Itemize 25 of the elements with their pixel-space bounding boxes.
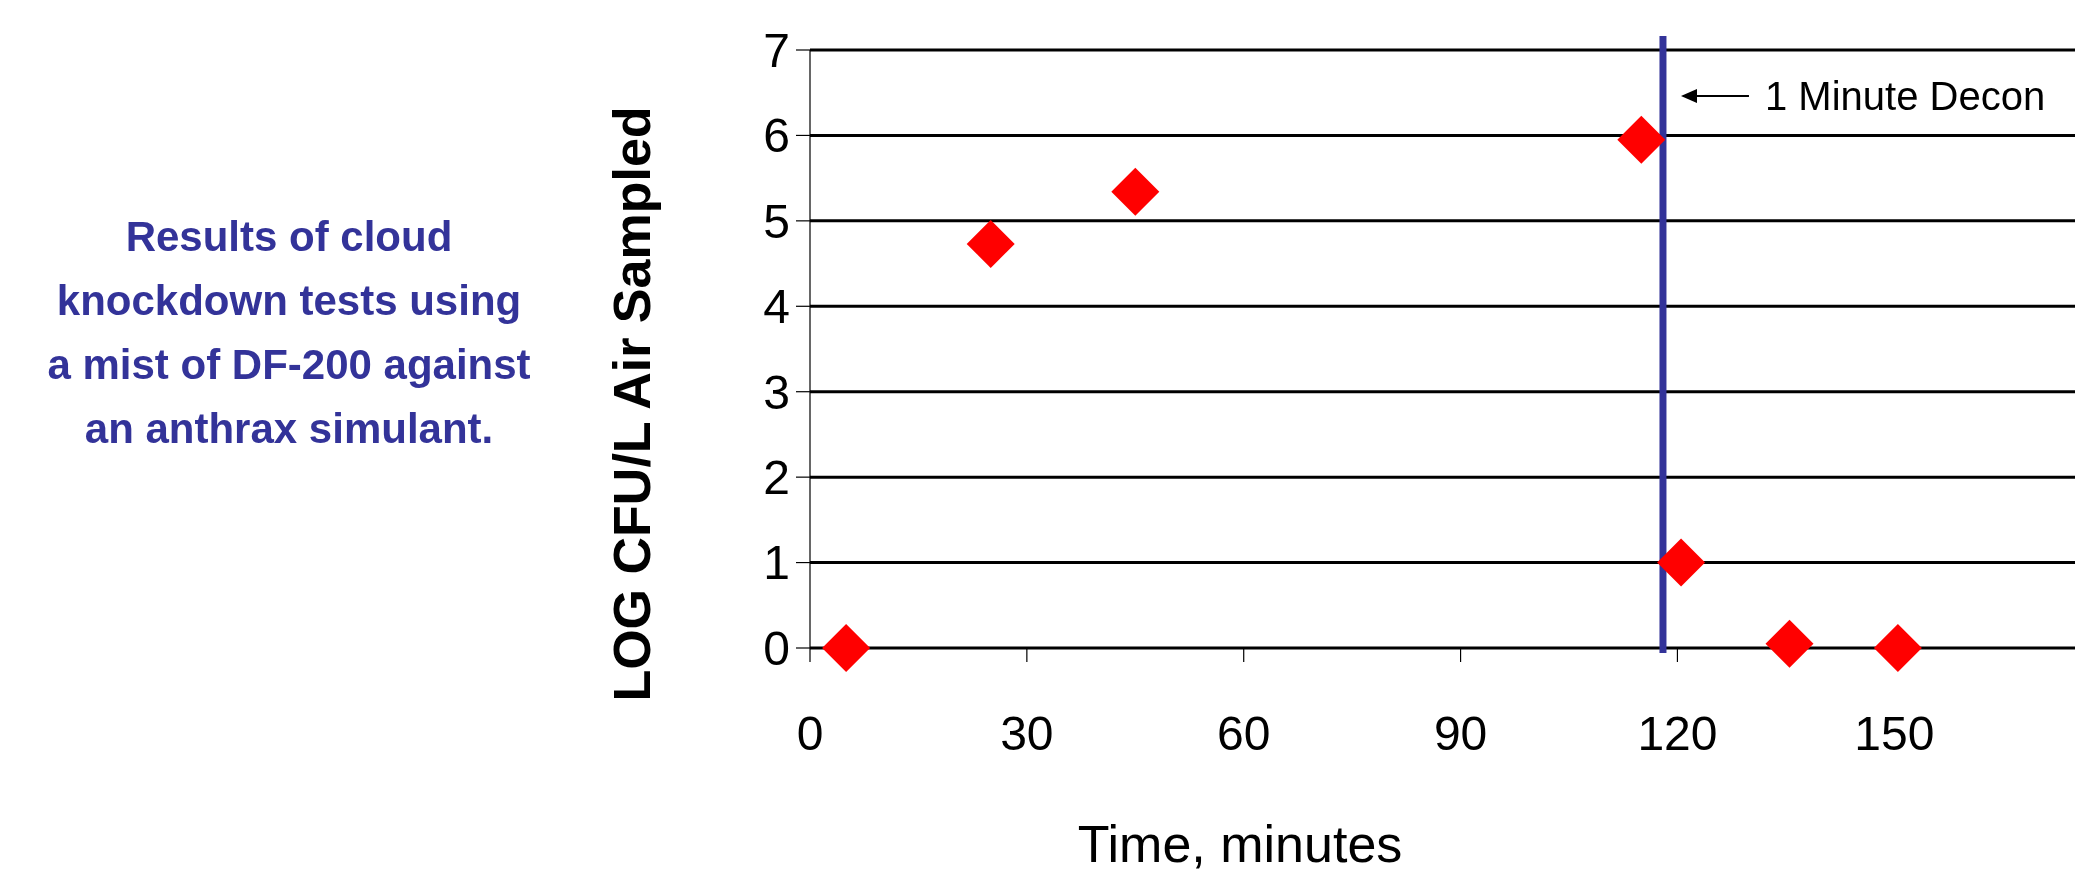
point <box>1657 538 1706 587</box>
point <box>822 624 871 672</box>
x-tick-label: 150 <box>1854 707 1935 760</box>
x-tick-label: 30 <box>1000 707 1054 760</box>
point <box>1873 624 1922 672</box>
y-axis-title: LOG CFU/L Air Sampled <box>603 106 661 702</box>
y-tick-label: 4 <box>763 280 790 334</box>
y-tick-label: 3 <box>763 365 790 419</box>
y-tick-label: 5 <box>763 194 790 248</box>
y-tick-label: 6 <box>763 109 790 163</box>
point <box>1111 167 1160 216</box>
x-tick-label: 0 <box>796 707 824 760</box>
point <box>1617 115 1666 164</box>
point <box>1765 619 1814 668</box>
text: Results of cloud knockdown tests using a mist of DF-200 against an anthrax simulant. <box>47 213 531 452</box>
point <box>966 219 1015 268</box>
y-tick-label: 2 <box>763 450 790 504</box>
y-tick-label: 1 <box>763 536 790 590</box>
y-tick-label: 0 <box>763 621 790 675</box>
x-tick-label: 120 <box>1637 707 1718 760</box>
x-tick-label: 90 <box>1433 707 1488 760</box>
ref-line-label: 1 Minute Decon <box>1764 74 2046 118</box>
x-tick-label: 60 <box>1217 707 1271 760</box>
y-tick-label: 7 <box>763 23 790 77</box>
x-axis-title: Time, minutes <box>1077 815 1403 873</box>
